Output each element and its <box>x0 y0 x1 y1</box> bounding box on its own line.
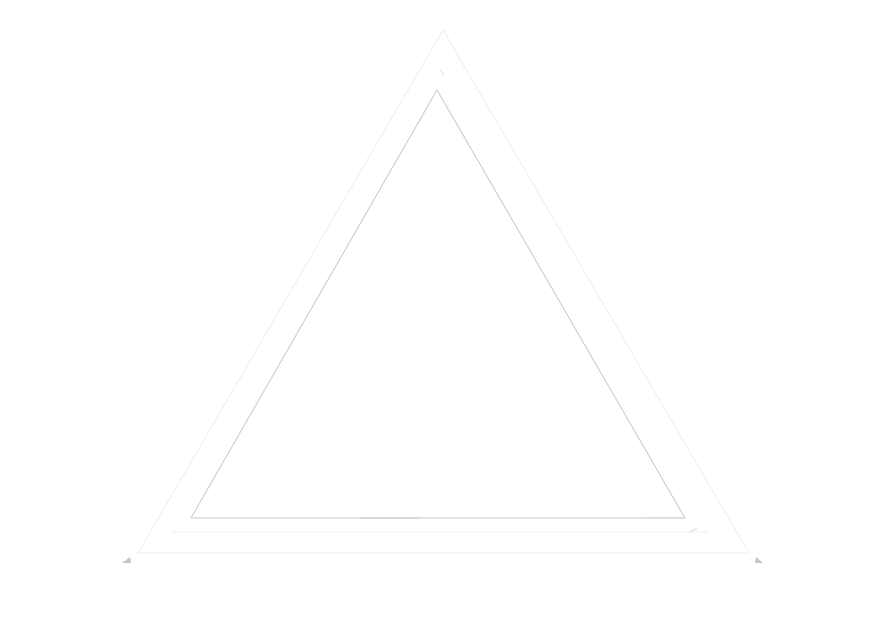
right-corner-mark <box>755 557 763 563</box>
left-corner-mark <box>122 557 131 563</box>
inner-triangle <box>190 88 686 519</box>
right-base-tick <box>689 527 698 533</box>
outer-triangle <box>136 28 751 554</box>
apex-tick-mark <box>439 69 445 76</box>
